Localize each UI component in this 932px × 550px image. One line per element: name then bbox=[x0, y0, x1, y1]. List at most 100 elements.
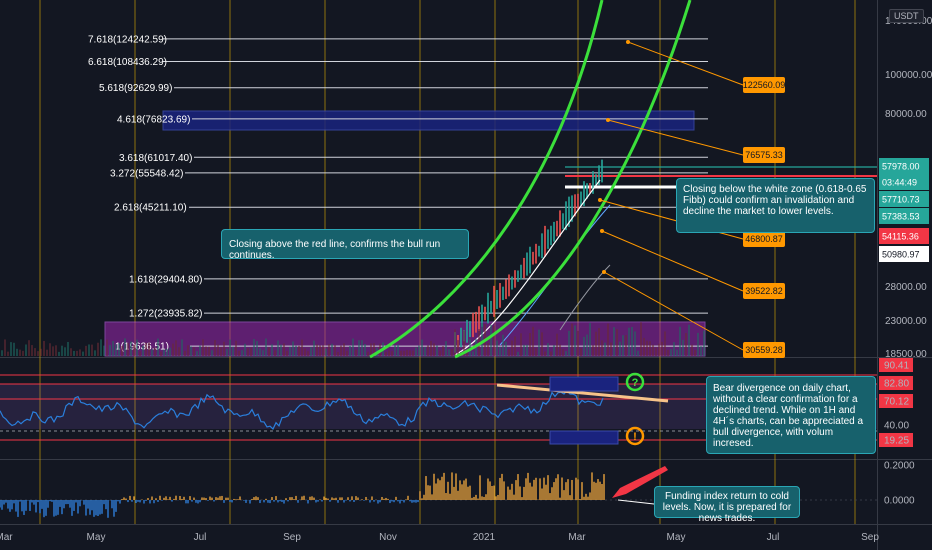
note-white-zone-text: Closing below the white zone (0.618-0.65… bbox=[683, 184, 867, 217]
note-divergence: Bear divergence on daily chart, without … bbox=[706, 376, 876, 454]
target-anchor bbox=[598, 198, 602, 202]
parabolic-arc bbox=[454, 0, 692, 359]
rsi-tag bbox=[879, 358, 913, 372]
rsi-tick: 70.12 bbox=[884, 397, 909, 408]
target-tag bbox=[743, 77, 785, 93]
rsi-tag bbox=[879, 394, 913, 408]
note-funding-text: Funding index return to cold levels. Now… bbox=[662, 491, 792, 524]
rsi-signals: ?! bbox=[625, 372, 645, 446]
time-label: Mar bbox=[568, 532, 586, 543]
price-tick: 28000.00 bbox=[885, 282, 927, 293]
target-anchor bbox=[626, 40, 630, 44]
target-leader bbox=[603, 271, 744, 351]
target-tag bbox=[743, 147, 785, 163]
time-label: 2021 bbox=[473, 532, 496, 543]
price-tag bbox=[879, 228, 929, 244]
rsi-tick: 82.80 bbox=[884, 379, 909, 390]
fib-label: 6.618(108436.29) bbox=[88, 57, 167, 68]
funding-histogram: 0.2000 0.0000 bbox=[0, 461, 915, 518]
funding-arrow bbox=[612, 466, 668, 498]
target-tag bbox=[743, 231, 785, 247]
target-tag-label: 30559.28 bbox=[745, 345, 783, 355]
price-tag bbox=[879, 208, 929, 224]
time-label: Nov bbox=[379, 532, 397, 543]
fib-label: 4.618(76823.69) bbox=[117, 114, 190, 125]
rsi-blue-zone bbox=[549, 430, 619, 445]
ma-line bbox=[454, 179, 601, 356]
fib-label: 1(19636.51) bbox=[115, 342, 169, 353]
fib-label: 3.272(55548.42) bbox=[110, 168, 183, 179]
price-tag-label: 03:44:49 bbox=[882, 178, 917, 188]
ma-line bbox=[559, 264, 611, 331]
currency-text: USDT bbox=[894, 11, 919, 21]
magenta-zone bbox=[104, 321, 706, 357]
target-tag-label: 39522.82 bbox=[745, 286, 783, 296]
price-axis: 140000.00100000.0080000.0028000.0023000.… bbox=[879, 16, 932, 360]
parabolic-arc bbox=[369, 0, 604, 359]
fib-label: 3.618(61017.40) bbox=[119, 153, 192, 164]
target-anchor bbox=[602, 270, 606, 274]
target-anchor bbox=[600, 229, 604, 233]
price-tag bbox=[879, 191, 929, 207]
target-tag-label: 122560.09 bbox=[743, 80, 786, 90]
currency-label[interactable]: USDT bbox=[889, 9, 924, 23]
note-white-zone: Closing below the white zone (0.618-0.65… bbox=[676, 178, 875, 233]
target-anchor bbox=[606, 118, 610, 122]
time-label: Sep bbox=[283, 532, 301, 543]
target-leader bbox=[607, 119, 744, 156]
rsi-tick: 19.25 bbox=[884, 436, 909, 447]
price-tick: 80000.00 bbox=[885, 109, 927, 120]
fib-label: 1.272(23935.82) bbox=[129, 309, 202, 320]
price-tag-label: 57383.53 bbox=[882, 212, 920, 222]
signal-circle bbox=[625, 372, 645, 392]
rsi-line bbox=[0, 389, 604, 430]
signal-mark: ! bbox=[633, 431, 637, 443]
rsi-tag bbox=[879, 376, 913, 390]
price-tag bbox=[879, 174, 929, 190]
time-label: May bbox=[87, 532, 106, 543]
rsi-blue-zone bbox=[549, 376, 619, 392]
note-divergence-text: Bear divergence on daily chart, without … bbox=[713, 383, 864, 449]
price-tag-label: 57978.00 bbox=[882, 162, 920, 172]
target-tag-label: 76575.33 bbox=[745, 150, 783, 160]
target-tag-label: 46800.87 bbox=[745, 234, 783, 244]
price-tag bbox=[879, 246, 929, 262]
note-red-line: Closing above the red line, confirms the… bbox=[221, 229, 469, 261]
fib-label: 5.618(92629.99) bbox=[99, 83, 172, 94]
fib-label: 7.618(124242.59) bbox=[88, 34, 167, 45]
target-leader bbox=[601, 230, 744, 292]
time-label: May bbox=[667, 532, 686, 543]
target-leader bbox=[627, 41, 744, 86]
time-label: Jul bbox=[194, 532, 207, 543]
funding-tick: 0.0000 bbox=[884, 496, 915, 507]
blue-zone bbox=[162, 110, 695, 131]
time-label: Mar bbox=[0, 532, 13, 543]
funding-tick: 0.2000 bbox=[884, 461, 915, 472]
price-tick: 23000.00 bbox=[885, 316, 927, 327]
signal-circle bbox=[625, 426, 645, 446]
rsi-tag bbox=[879, 433, 913, 447]
price-tag bbox=[879, 158, 929, 174]
signal-mark: ? bbox=[632, 377, 639, 389]
price-tick: 100000.00 bbox=[885, 70, 932, 81]
target-tag bbox=[743, 342, 785, 358]
target-tag bbox=[743, 283, 785, 299]
funding-leader bbox=[617, 499, 655, 505]
parabolic-arcs bbox=[369, 0, 692, 359]
divergence-line bbox=[496, 383, 669, 403]
rsi-tick: 40.00 bbox=[884, 421, 909, 432]
price-tag-label: 50980.97 bbox=[882, 250, 920, 260]
target-tags: 122560.09 76575.33 46800.87 39522.82 30559.2… bbox=[598, 40, 785, 358]
price-tick: 18500.00 bbox=[885, 349, 927, 360]
time-label: Sep bbox=[861, 532, 879, 543]
note-funding: Funding index return to cold levels. Now… bbox=[654, 486, 800, 524]
price-tag-label: 57710.73 bbox=[882, 195, 920, 205]
rsi-tick: 90.41 bbox=[884, 361, 909, 372]
note-red-line-text: Closing above the red line, confirms the… bbox=[229, 239, 441, 261]
time-axis: Mar May Jul Sep Nov 2021 Mar May Jul Sep bbox=[0, 532, 879, 543]
price-tag-label: 54115.36 bbox=[882, 232, 919, 242]
fib-label: 1.618(29404.80) bbox=[129, 274, 202, 285]
time-label: Jul bbox=[767, 532, 780, 543]
fib-label: 2.618(45211.10) bbox=[114, 203, 187, 214]
